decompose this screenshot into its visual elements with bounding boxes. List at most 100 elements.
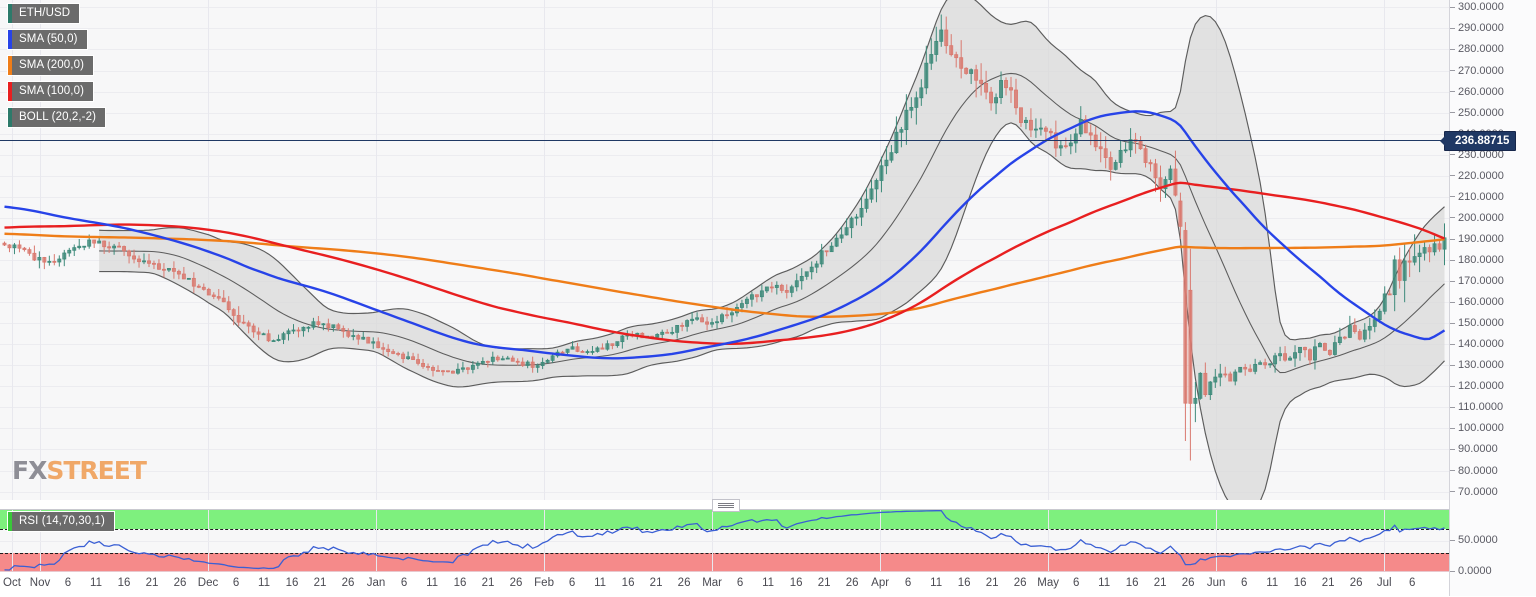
gridline [0,492,1449,493]
legend-swatch-symbol [8,4,12,23]
time-axis-tick: 16 [789,577,803,589]
time-axis-tick: 21 [313,577,327,589]
time-axis-tick: 11 [1098,577,1111,589]
gridline [0,239,1449,240]
time-axis-tick: 16 [957,577,971,589]
handle-line [718,503,734,504]
price-axis-tick: 280.0000 [1450,43,1504,55]
time-axis-tick: May [1037,577,1060,589]
gridline [0,7,1449,8]
time-axis-tick: 21 [817,577,831,589]
time-axis-tick: 11 [426,577,439,589]
time-axis-tick: 6 [1240,577,1248,589]
time-axis-tick: Apr [871,577,890,589]
price-axis-tick: 300.0000 [1450,1,1504,13]
time-axis-tick: 11 [762,577,775,589]
gridline [0,302,1449,303]
time-axis-tick: 21 [145,577,159,589]
time-axis[interactable]: Oct Nov 6 11 16 21 26 Dec 6 11 16 21 26 Jan 6 11 16 21 26 F… [0,571,1449,597]
gridline [12,0,13,500]
gridline [0,428,1449,429]
gridline [0,28,1449,29]
rsi-indicator-panel[interactable] [0,509,1449,573]
time-axis-tick: 6 [736,577,744,589]
gridline [0,449,1449,450]
time-axis-tick: Jan [366,577,386,589]
price-chart-panel[interactable] [0,0,1449,501]
gridline [0,134,1449,135]
legend-label-sma100: SMA (100,0) [12,82,94,101]
price-axis-tick: 220.0000 [1450,170,1504,182]
price-axis-tick: 290.0000 [1450,22,1504,34]
gridline [0,386,1449,387]
price-axis-tick: 160.0000 [1450,296,1504,308]
price-axis-tick: 270.0000 [1450,65,1504,77]
price-axis-tick: 120.0000 [1450,380,1504,392]
gridline [1384,0,1385,500]
time-axis-tick: 21 [1321,577,1335,589]
legend-label-bollinger: BOLL (20,2,-2) [12,108,106,127]
price-axis-tick: 130.0000 [1450,359,1504,371]
gridline [0,92,1449,93]
time-axis-tick: 16 [453,577,467,589]
time-axis-tick: Feb [534,577,554,589]
time-axis-tick: 6 [568,577,576,589]
panel-resize-handle[interactable] [712,499,740,512]
time-axis-tick: 11 [90,577,102,589]
bollinger-band [99,0,1445,500]
rsi-legend: RSI (14,70,30,1) [8,512,114,538]
time-axis-tick: Jun [1206,577,1226,589]
legend-swatch-sma100 [8,82,12,101]
gridline [40,0,41,500]
legend-swatch-sma50 [8,30,12,49]
price-axis-tick: 140.0000 [1450,338,1504,350]
sma200-line [4,232,1445,319]
price-axis-tick: 250.0000 [1450,107,1504,119]
legend-swatch-rsi [8,512,12,531]
time-axis-tick: 21 [481,577,495,589]
time-axis-tick: 26 [173,577,187,589]
rsi-level-30-line [0,553,1449,555]
handle-line [718,507,734,508]
sma50-line [4,110,1446,360]
current-price-line [0,140,1449,141]
legend-swatch-bollinger [8,108,12,127]
legend-item-sma50[interactable]: SMA (50,0) [8,30,87,49]
legend-swatch-sma200 [8,56,12,75]
legend-item-symbol[interactable]: ETH/USD [8,4,80,23]
rsi-axis-tick: 50.0000 [1450,534,1498,546]
time-axis-tick: 6 [64,577,72,589]
time-axis-tick: 21 [649,577,663,589]
gridline [0,49,1449,50]
time-axis-tick: 21 [1153,577,1167,589]
gridline [0,197,1449,198]
price-series-canvas [2,0,1447,500]
rsi-line [4,510,1445,571]
current-price-tag[interactable]: 236.88715 [1439,131,1517,151]
legend-item-sma200[interactable]: SMA (200,0) [8,56,94,75]
rsi-overbought-zone [0,510,1449,529]
time-axis-tick: 16 [1293,577,1307,589]
gridline [0,155,1449,156]
watermark-fx: FX [12,456,47,485]
legend-item-bollinger[interactable]: BOLL (20,2,-2) [8,108,106,127]
price-axis-tick: 150.0000 [1450,317,1504,329]
legend-item-rsi[interactable]: RSI (14,70,30,1) [8,512,114,531]
price-axis-tick: 210.0000 [1450,191,1504,203]
price-axis-tick: 180.0000 [1450,254,1504,266]
rsi-level-70-line [0,528,1449,530]
indicator-legend: ETH/USD SMA (50,0) SMA (200,0) SMA (100,… [8,4,106,134]
time-axis-tick: 6 [400,577,408,589]
time-axis-tick: 26 [845,577,859,589]
price-axis-tick: 170.0000 [1450,275,1504,287]
legend-item-sma100[interactable]: SMA (100,0) [8,82,94,101]
time-axis-tick: 26 [341,577,355,589]
time-axis-tick: 26 [1349,577,1363,589]
price-axis-tick: 200.0000 [1450,212,1504,224]
time-axis-tick: 6 [904,577,912,589]
time-axis-tick: 11 [594,577,607,589]
gridline [0,471,1449,472]
price-axis[interactable]: 300.0000 290.0000 280.0000 270.0000 260.0000… [1449,0,1536,596]
price-axis-tick: 90.0000 [1450,443,1498,455]
legend-label-sma50: SMA (50,0) [12,30,87,49]
